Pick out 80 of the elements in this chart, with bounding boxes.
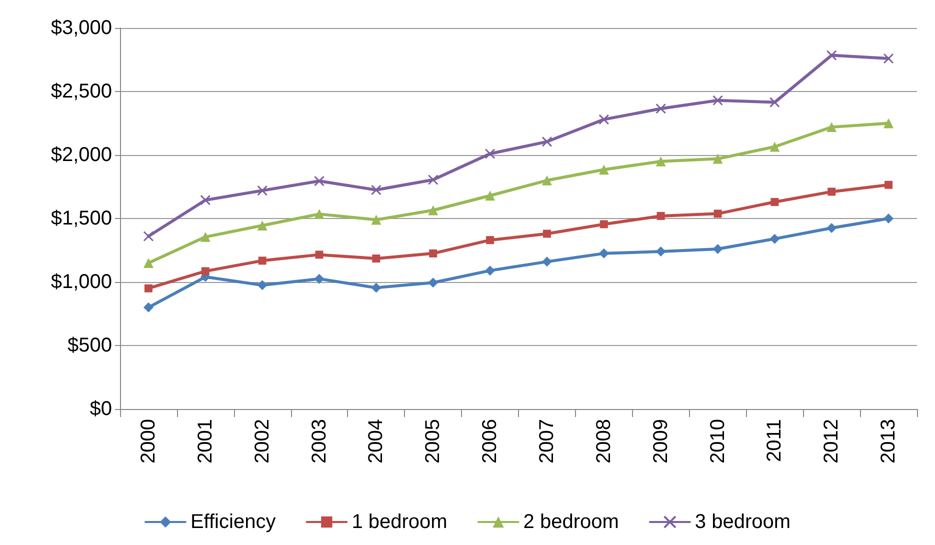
x-tick-label: 2012 [820, 419, 843, 464]
point [257, 220, 268, 230]
point [884, 214, 894, 224]
point [201, 267, 210, 276]
point [826, 223, 837, 234]
point [656, 103, 666, 114]
point [770, 234, 780, 244]
y-tick-label: $500 [68, 334, 112, 356]
point [428, 205, 438, 216]
x-tick-label: 2013 [878, 419, 900, 464]
point [371, 214, 382, 225]
x-tick-label: 2006 [479, 419, 502, 464]
point [371, 282, 382, 293]
point [257, 185, 268, 196]
point [826, 50, 837, 61]
x-tick-label: 2007 [536, 419, 558, 464]
x-tick-label: 2008 [592, 419, 615, 464]
point [712, 154, 723, 164]
legend-label: 3 bedroom [694, 511, 791, 533]
point [828, 188, 836, 196]
x-tick-label: 2002 [251, 419, 274, 464]
point [428, 174, 438, 186]
point [542, 136, 552, 147]
point [770, 142, 780, 152]
point [600, 220, 608, 228]
point [769, 97, 780, 108]
point [712, 244, 723, 254]
x-tick-label: 2000 [137, 419, 160, 464]
x-tick-label: 2004 [365, 419, 388, 464]
point [429, 249, 438, 258]
legend-label: 1 bedroom [352, 511, 448, 533]
point [200, 194, 211, 206]
point [370, 184, 382, 196]
point [542, 256, 552, 267]
y-tick-label: $2,500 [50, 80, 112, 102]
point [143, 258, 154, 268]
point [143, 231, 154, 242]
point [884, 118, 894, 128]
y-tick-label: $1,000 [50, 271, 112, 293]
point [598, 114, 610, 125]
point [656, 246, 666, 257]
point [884, 180, 893, 189]
point [598, 164, 609, 175]
legend-label: Efficiency [190, 511, 276, 533]
point [714, 210, 722, 218]
legend-label: 2 bedroom [523, 511, 619, 533]
point [656, 156, 666, 166]
point [486, 236, 494, 244]
point [200, 232, 210, 242]
point [770, 198, 779, 206]
point [144, 284, 152, 292]
point [257, 280, 268, 290]
point [315, 250, 324, 259]
y-tick-label: $3,000 [50, 17, 112, 39]
x-tick-label: 2001 [194, 419, 216, 464]
point [598, 248, 609, 258]
x-tick-label: 2009 [650, 419, 672, 464]
point [143, 302, 154, 312]
point [372, 254, 380, 263]
point [314, 176, 324, 186]
y-tick-label: $1,500 [50, 208, 112, 230]
x-tick-label: 2003 [308, 419, 330, 464]
point [484, 148, 496, 159]
x-tick-label: 2005 [422, 419, 444, 464]
point [258, 256, 266, 265]
point [428, 278, 438, 288]
x-tick-label: 2011 [764, 419, 786, 462]
point [314, 209, 324, 220]
point [826, 122, 837, 132]
point [485, 266, 496, 276]
point [656, 212, 665, 220]
point [883, 53, 894, 64]
point [712, 95, 723, 106]
x-tick-label: 2010 [706, 419, 729, 464]
point [542, 230, 551, 238]
point [485, 190, 496, 201]
point [542, 175, 552, 186]
y-tick-label: $0 [90, 398, 112, 420]
point [314, 274, 324, 284]
y-tick-label: $2,000 [50, 144, 112, 166]
